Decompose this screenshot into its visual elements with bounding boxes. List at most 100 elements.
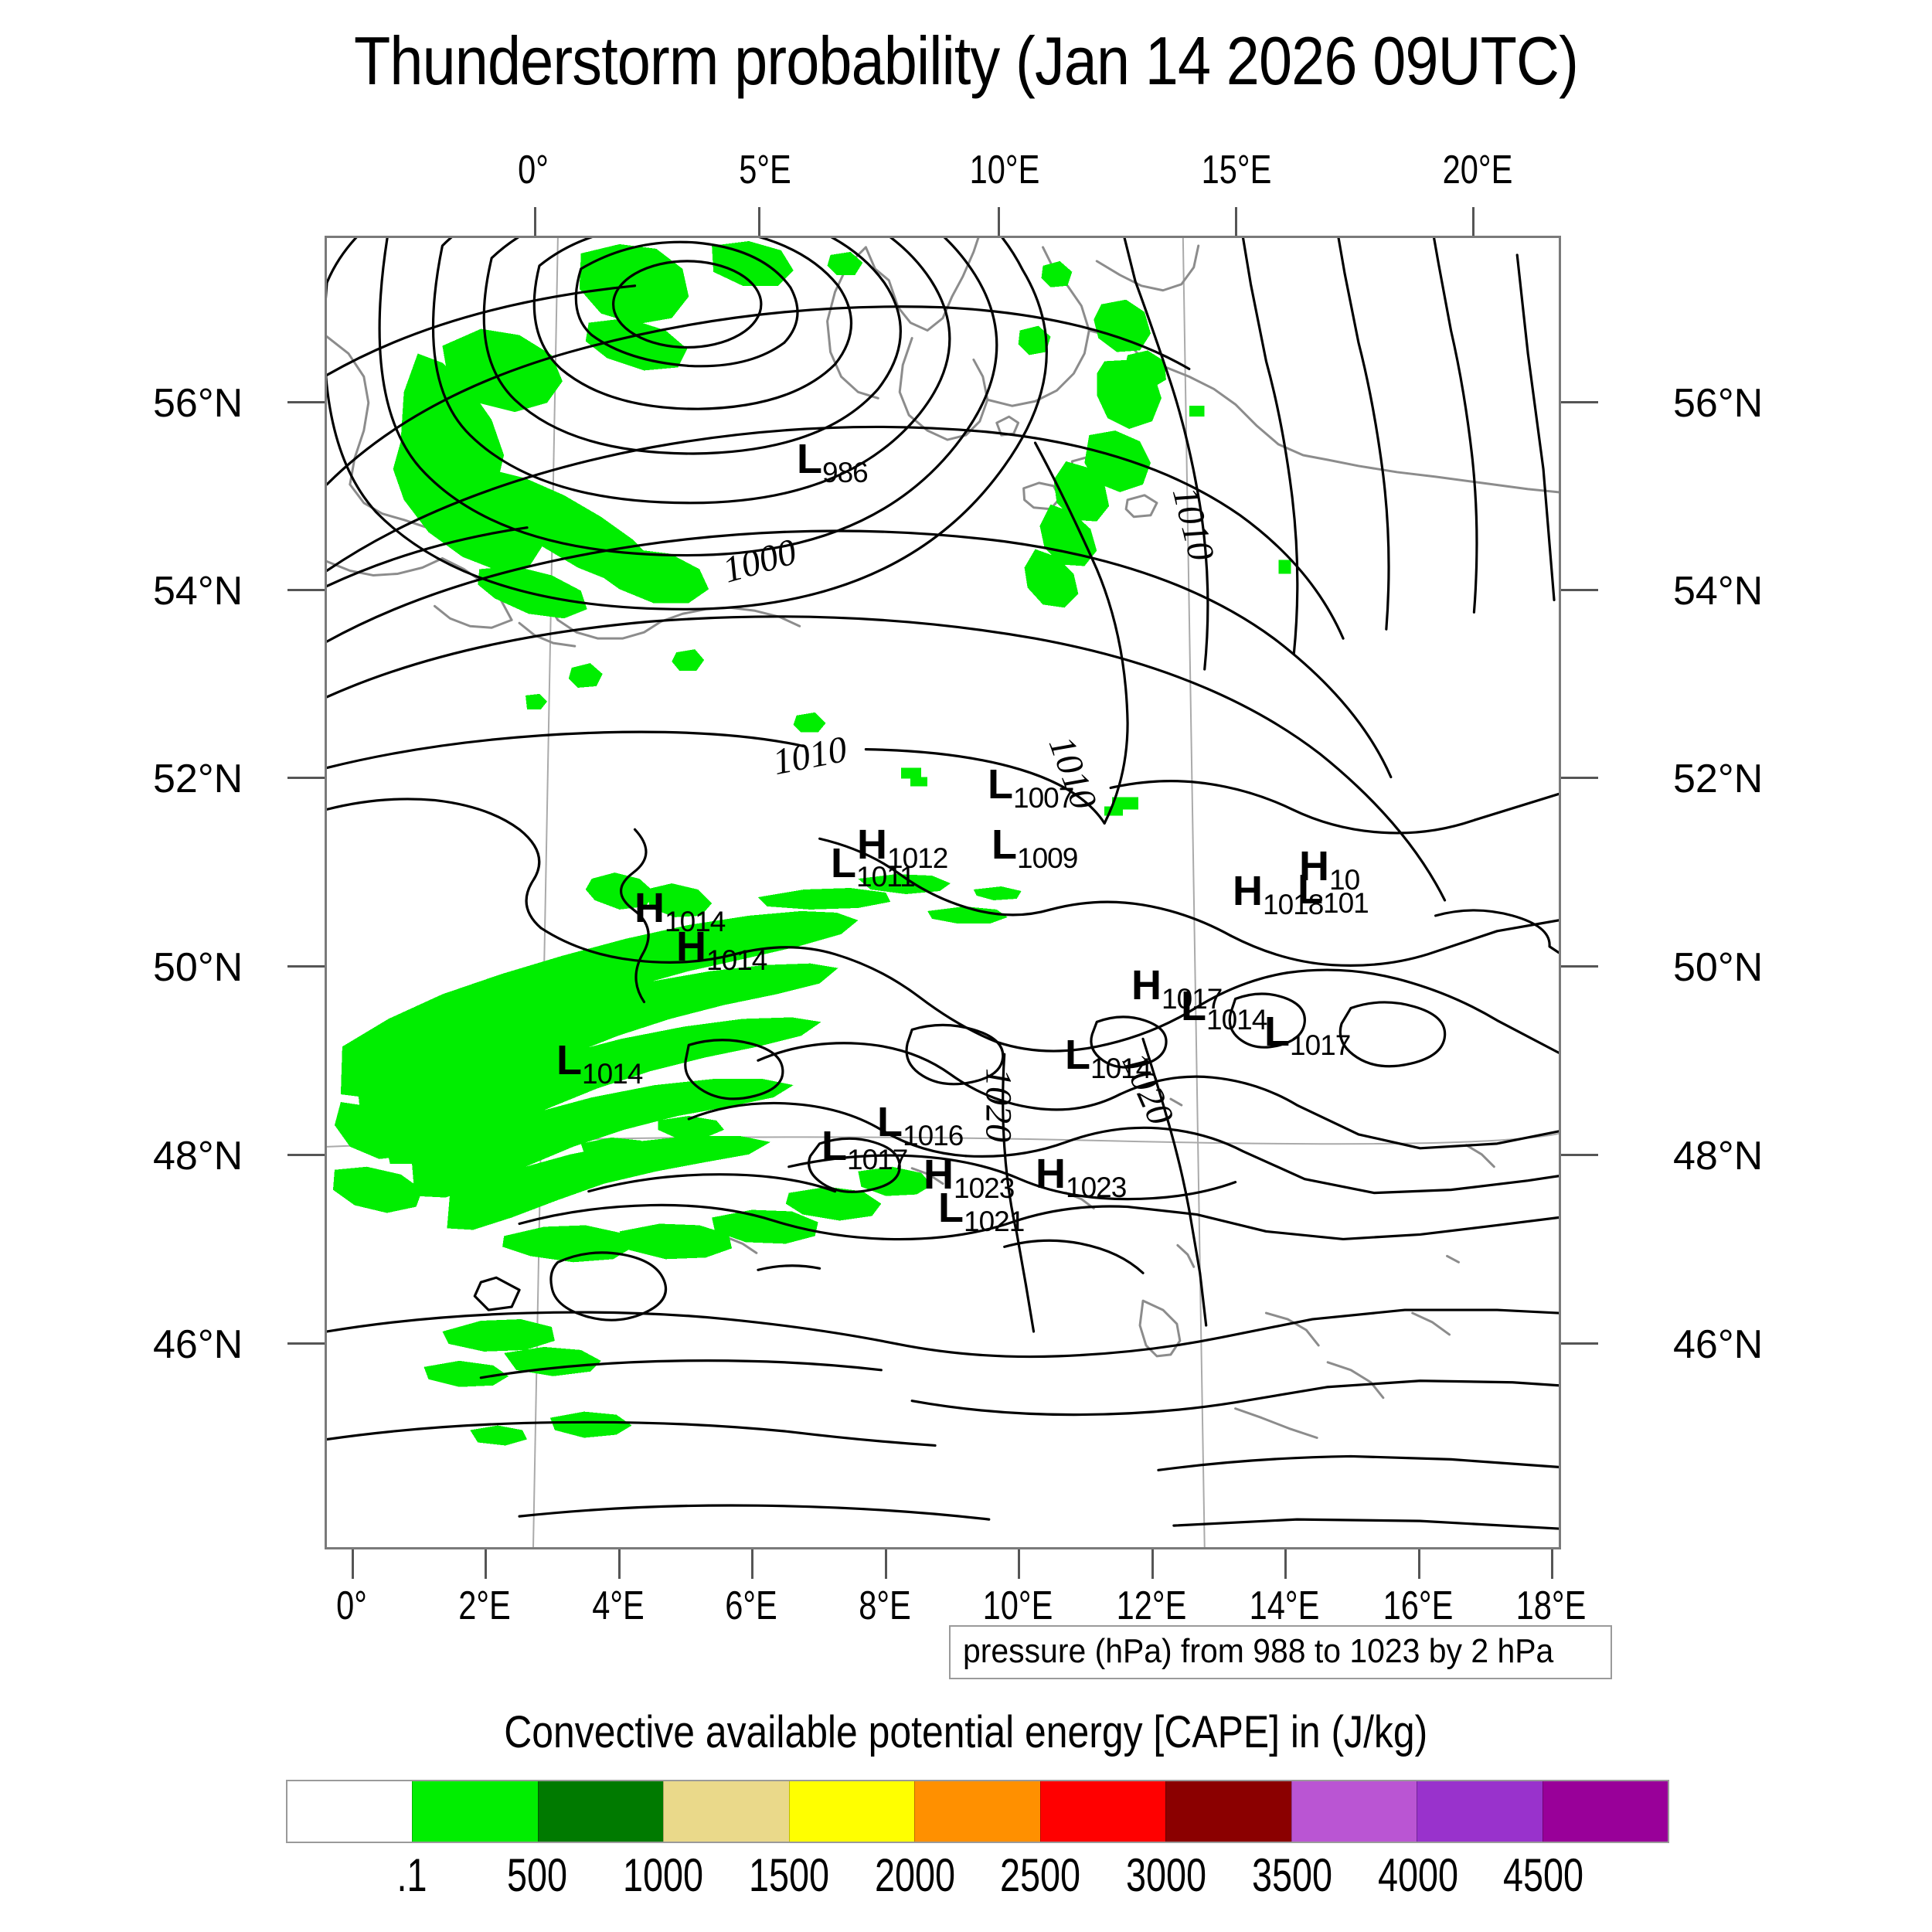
pressure-center-type: L <box>1065 1032 1090 1078</box>
colorbar-cell-6[interactable] <box>1039 1781 1166 1842</box>
page-title: Thunderstorm probability (Jan 14 2026 09… <box>353 22 1579 99</box>
colorbar-cell-7[interactable] <box>1165 1781 1291 1842</box>
pressure-center-h-1023-17: H1023 <box>923 1151 1015 1204</box>
pressure-center-value: 1014 <box>706 944 767 976</box>
colorbar-cell-8[interactable] <box>1291 1781 1417 1842</box>
colorbar-tick-8: 4000 <box>1377 1849 1458 1901</box>
left-tickmark-0 <box>287 401 325 403</box>
pressure-center-l-1014-12: L1014 <box>1181 985 1267 1036</box>
colorbar-title-text: Convective available potential energy [C… <box>504 1707 1428 1757</box>
right-tick-2: 52°N <box>1673 757 1764 801</box>
bottom-tick-6: 12°E <box>1116 1583 1187 1628</box>
left-tick-2: 52°N <box>153 757 243 801</box>
top-tickmark-3 <box>1235 207 1237 236</box>
cape-shading <box>332 240 1291 1446</box>
pressure-center-h-1017-11: H1017 <box>1131 962 1223 1015</box>
right-tick-0: 56°N <box>1673 381 1764 426</box>
pressure-center-value: 986 <box>822 457 869 488</box>
colorbar-tick-4: 2000 <box>874 1849 955 1901</box>
colorbar-cell-0[interactable] <box>287 1781 413 1842</box>
right-tick-3: 50°N <box>1673 945 1764 990</box>
colorbar-cell-9[interactable] <box>1417 1781 1543 1842</box>
bottom-tickmark-0 <box>352 1549 354 1579</box>
colorbar-cell-1[interactable] <box>412 1781 538 1842</box>
pressure-center-type: H <box>1233 868 1263 914</box>
pressure-center-h-1023-18: H1023 <box>1036 1153 1127 1203</box>
pressure-center-type: H <box>1299 843 1329 889</box>
colorbar-tick-5: 2500 <box>1000 1849 1081 1901</box>
pressure-center-l-1017-14: L1017 <box>1264 1011 1351 1061</box>
top-tick-2: 10°E <box>969 148 1040 192</box>
colorbar-cell-3[interactable] <box>663 1781 789 1842</box>
pressure-center-l-1017-16: L1017 <box>821 1123 908 1175</box>
colorbar-cell-4[interactable] <box>788 1781 915 1842</box>
bottom-tickmark-4 <box>885 1549 887 1579</box>
pressure-center-value: 1011 <box>856 861 916 893</box>
pressure-center-value: 1023 <box>954 1172 1015 1204</box>
top-tick-4: 20°E <box>1442 148 1513 192</box>
pressure-center-type: L <box>1298 866 1323 913</box>
pressure-center-type: L <box>831 840 856 886</box>
left-tick-1: 54°N <box>153 569 243 614</box>
colorbar-tick-2: 1000 <box>623 1849 704 1901</box>
pressure-center-type: H <box>923 1151 954 1198</box>
right-tick-1: 54°N <box>1673 569 1764 614</box>
pressure-center-h-1018-8: H1018 <box>1233 868 1324 920</box>
pressure-center-value: 1023 <box>1066 1172 1127 1203</box>
bottom-tick-1: 2°E <box>458 1583 511 1628</box>
bottom-tick-8: 16°E <box>1383 1583 1454 1628</box>
top-tick-0: 0° <box>518 148 549 192</box>
bottom-tickmark-2 <box>618 1549 621 1579</box>
bottom-tickmark-5 <box>1018 1549 1020 1579</box>
left-tickmark-1 <box>287 589 325 591</box>
left-tickmark-3 <box>287 965 325 968</box>
bottom-tickmark-6 <box>1151 1549 1154 1579</box>
left-tick-5: 46°N <box>153 1322 243 1367</box>
pressure-legend-box: pressure (hPa) from 988 to 1023 by 2 hPa <box>949 1625 1612 1679</box>
left-tick-0: 56°N <box>153 381 243 426</box>
pressure-center-type: L <box>877 1099 903 1145</box>
map-canvas <box>327 238 1559 1547</box>
right-tick-4: 48°N <box>1673 1134 1764 1179</box>
left-tickmark-5 <box>287 1342 325 1345</box>
map-plot-area[interactable]: 1000 1010 1010 1010 1020 1020 L986 L1007 L1009 H… <box>325 236 1561 1549</box>
pressure-center-type: H <box>676 923 706 970</box>
pressure-center-type: H <box>1131 962 1162 1009</box>
left-tick-4: 48°N <box>153 1134 243 1179</box>
pressure-center-value: 1014 <box>1090 1053 1151 1084</box>
colorbar-cell-2[interactable] <box>537 1781 664 1842</box>
pressure-center-value: 1018 <box>1263 889 1324 920</box>
pressure-center-l-1016-15: L1016 <box>877 1099 964 1151</box>
pressure-center-l-1014-7: L1014 <box>556 1039 643 1090</box>
left-tick-3: 50°N <box>153 945 243 990</box>
right-tick-5: 46°N <box>1673 1322 1764 1367</box>
pressure-center-h-10-9: H10 <box>1299 843 1360 896</box>
top-tickmark-4 <box>1472 207 1475 236</box>
right-tickmark-0 <box>1561 401 1598 403</box>
pressure-center-l-1014-13: L1014 <box>1065 1032 1151 1084</box>
colorbar-cell-5[interactable] <box>914 1781 1040 1842</box>
pressure-center-type: L <box>992 821 1017 868</box>
bottom-tick-7: 14°E <box>1249 1583 1320 1628</box>
bottom-tick-0: 0° <box>336 1583 367 1628</box>
pressure-center-h-1012-3: H1012 <box>857 824 948 874</box>
right-tickmark-2 <box>1561 777 1598 779</box>
top-tickmark-0 <box>534 207 536 236</box>
pressure-center-l-1009-2: L1009 <box>992 821 1078 874</box>
pressure-center-l-986-0: L986 <box>797 438 869 488</box>
pressure-center-value: 1016 <box>903 1120 964 1151</box>
cape-colorbar[interactable] <box>286 1780 1669 1843</box>
right-tickmark-5 <box>1561 1342 1598 1345</box>
pressure-center-type: H <box>634 885 665 931</box>
top-tickmark-2 <box>998 207 1000 236</box>
bottom-tickmark-7 <box>1284 1549 1287 1579</box>
colorbar-tick-1: 500 <box>507 1849 568 1901</box>
pressure-center-value: 1012 <box>887 842 948 874</box>
pressure-center-type: L <box>821 1123 847 1169</box>
colorbar-tick-6: 3000 <box>1126 1849 1207 1901</box>
colorbar-cell-10[interactable] <box>1542 1781 1668 1842</box>
pressure-center-value: 1017 <box>847 1144 908 1175</box>
colorbar-title: Convective available potential energy [C… <box>0 1706 1932 1758</box>
isobars <box>327 238 1559 1530</box>
top-tick-1: 5°E <box>739 148 791 192</box>
